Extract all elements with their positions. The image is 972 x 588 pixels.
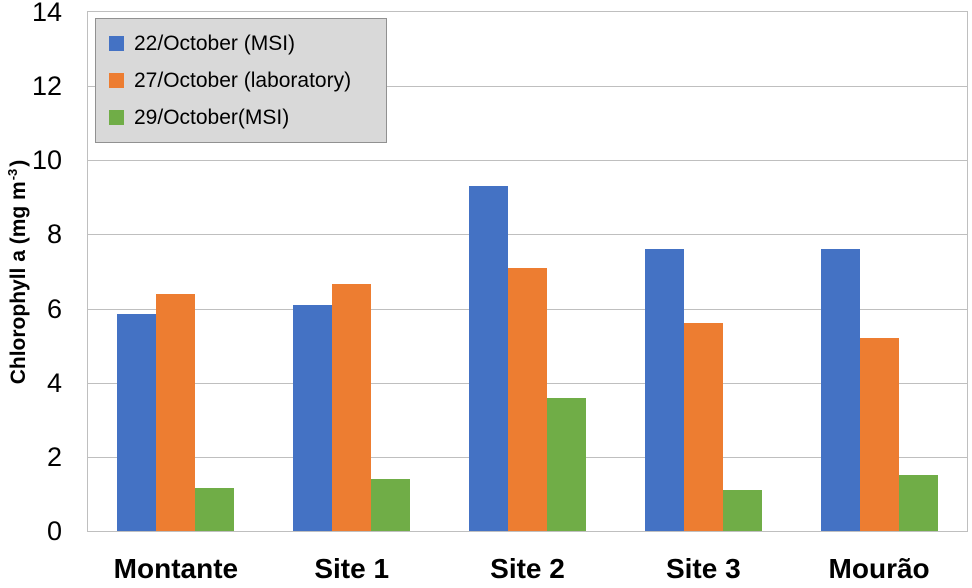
bar-site-3-series-2	[722, 490, 762, 531]
x-axis-label-site-1: Site 1	[314, 553, 390, 584]
bar-montante-series-0	[117, 314, 157, 531]
gridline-y-10	[88, 160, 967, 162]
y-tick-label-6: 6	[46, 293, 62, 324]
bar-site-3-series-0	[644, 249, 684, 531]
bar-site-2-series-2	[547, 397, 586, 531]
bar-site-1-series-0	[293, 304, 333, 531]
y-tick-label-8: 8	[46, 219, 62, 250]
y-tick-label-10: 10	[31, 145, 62, 176]
bar-site-2-series-0	[469, 186, 508, 531]
plot-area	[87, 11, 968, 532]
bar-montante-series-2	[195, 488, 235, 531]
bar-mourão-series-0	[820, 249, 860, 531]
bar-mourão-series-1	[859, 338, 899, 531]
legend-swatch-icon	[109, 36, 124, 51]
y-tick-label-2: 2	[46, 441, 62, 472]
legend-label: 27/October (laboratory)	[134, 68, 352, 92]
x-axis-label-site-3: Site 3	[665, 553, 741, 584]
bar-site-2-series-1	[508, 267, 547, 531]
y-tick-label-0: 0	[46, 516, 62, 546]
bar-site-3-series-1	[683, 323, 723, 531]
y-axis-title: Chlorophyll a (mg m-3)	[5, 159, 31, 384]
legend-swatch-icon	[109, 73, 124, 88]
legend-swatch-icon	[109, 110, 124, 125]
legend-label: 22/October (MSI)	[134, 31, 296, 55]
y-tick-label-12: 12	[31, 71, 62, 102]
legend-item-2: 29/October(MSI)	[109, 99, 380, 136]
y-tick-label-14: 14	[31, 0, 62, 27]
y-tick-label-4: 4	[46, 367, 62, 398]
bar-site-1-series-2	[371, 479, 411, 531]
legend-item-0: 22/October (MSI)	[109, 25, 380, 62]
bar-site-1-series-1	[332, 284, 372, 531]
bar-montante-series-1	[156, 293, 196, 531]
bar-mourão-series-2	[898, 475, 938, 531]
x-axis-label-site-2: Site 2	[490, 553, 565, 584]
gridline-y-8	[88, 234, 967, 236]
legend: 22/October (MSI) 27/October (laboratory) 2…	[95, 18, 387, 143]
legend-label: 29/October(MSI)	[134, 105, 290, 129]
y-axis-title-text: Chlorophyll a (mg m	[7, 180, 30, 384]
x-axis-label-montante: Montante	[113, 553, 239, 584]
gridline-y-12	[88, 86, 967, 88]
x-axis-label-mourão: Mourão	[828, 553, 930, 584]
legend-item-1: 27/October (laboratory)	[109, 62, 380, 99]
